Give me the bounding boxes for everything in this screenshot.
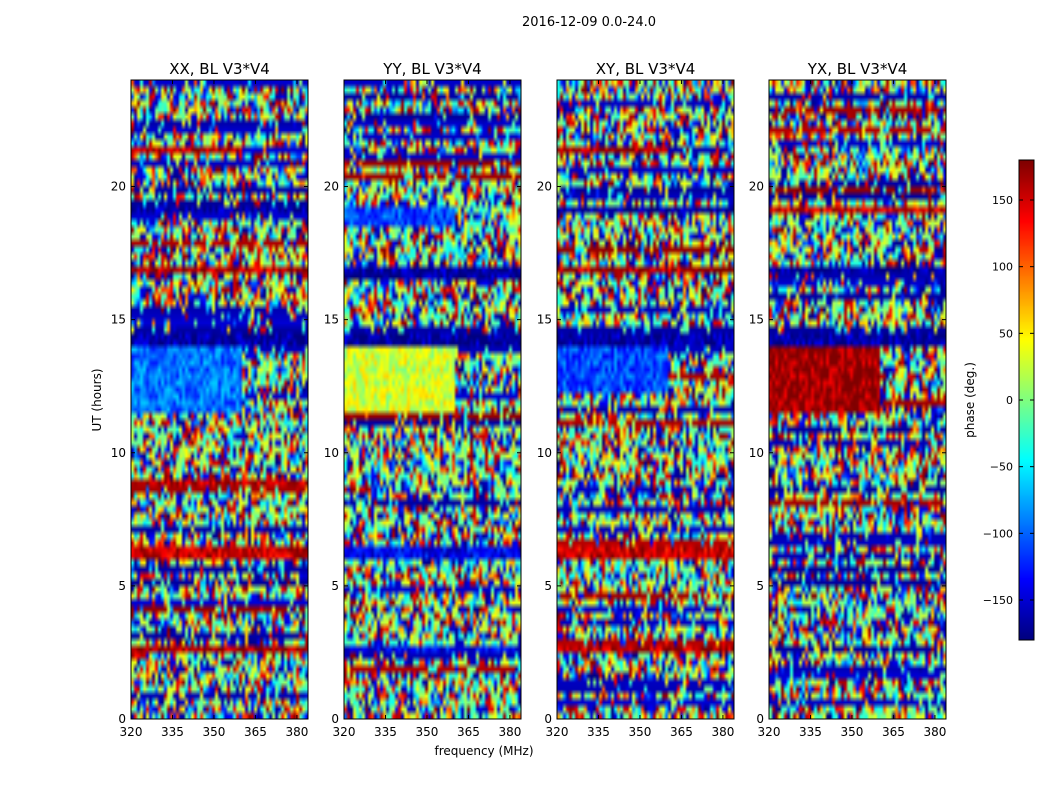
y-axis-label: UT (hours) bbox=[90, 368, 104, 431]
x-tick-label: 320 bbox=[120, 725, 143, 739]
colorbar-tick-label: 0 bbox=[1006, 394, 1013, 407]
panel-title: YX, BL V3*V4 bbox=[807, 60, 908, 78]
y-tick-label: 5 bbox=[331, 579, 339, 593]
x-tick-label: 350 bbox=[629, 725, 652, 739]
colorbar-tick-label: 100 bbox=[992, 261, 1013, 274]
phase-heatmap bbox=[557, 80, 734, 719]
x-tick-label: 335 bbox=[161, 725, 184, 739]
y-tick-label: 5 bbox=[756, 579, 764, 593]
y-tick-label: 10 bbox=[537, 446, 552, 460]
panel-3: XY, BL V3*V4 320 335 350 365 380 0 5 10 15 20 bbox=[537, 60, 735, 739]
plot-frame bbox=[556, 79, 735, 720]
y-tick-label: 0 bbox=[331, 712, 339, 726]
panel-title: XX, BL V3*V4 bbox=[169, 60, 270, 78]
phase-heatmap bbox=[344, 80, 521, 719]
phase-heatmap bbox=[131, 80, 308, 719]
y-tick-label: 20 bbox=[749, 180, 764, 194]
colorbar-tick-label: −150 bbox=[983, 594, 1013, 607]
y-tick-label: 20 bbox=[111, 180, 126, 194]
x-tick-label: 320 bbox=[546, 725, 569, 739]
plot-frame bbox=[130, 79, 309, 720]
y-tick-label: 10 bbox=[324, 446, 339, 460]
colorbar-tick-label: 150 bbox=[992, 194, 1013, 207]
x-tick-label: 380 bbox=[498, 725, 521, 739]
x-tick-label: 335 bbox=[799, 725, 822, 739]
panel-4: YX, BL V3*V4 320 335 350 365 380 0 5 10 15 20 bbox=[749, 60, 947, 739]
x-axis-label: frequency (MHz) bbox=[434, 744, 533, 758]
x-tick-label: 335 bbox=[587, 725, 610, 739]
y-tick-label: 10 bbox=[749, 446, 764, 460]
x-tick-label: 335 bbox=[374, 725, 397, 739]
x-tick-label: 365 bbox=[457, 725, 480, 739]
colorbar-label: phase (deg.) bbox=[963, 362, 977, 438]
panel-title: YY, BL V3*V4 bbox=[382, 60, 481, 78]
y-tick-label: 15 bbox=[537, 313, 552, 327]
x-tick-label: 380 bbox=[923, 725, 946, 739]
y-tick-label: 15 bbox=[111, 313, 126, 327]
x-tick-label: 365 bbox=[244, 725, 267, 739]
y-tick-label: 0 bbox=[756, 712, 764, 726]
y-tick-label: 5 bbox=[118, 579, 126, 593]
panel-1: XX, BL V3*V4 320 335 350 365 380 0 5 10 15 20 bbox=[111, 60, 309, 739]
x-tick-label: 350 bbox=[203, 725, 226, 739]
y-tick-label: 20 bbox=[537, 180, 552, 194]
colorbar-gradient bbox=[1019, 160, 1034, 640]
phase-heatmap bbox=[769, 80, 946, 719]
y-tick-label: 0 bbox=[118, 712, 126, 726]
plot-frame bbox=[343, 79, 522, 720]
panel-2: YY, BL V3*V4 320 335 350 365 380 0 5 10 15 20 bbox=[324, 60, 522, 739]
y-tick-label: 0 bbox=[544, 712, 552, 726]
colorbar-tick-label: 50 bbox=[999, 327, 1013, 340]
x-tick-label: 365 bbox=[670, 725, 693, 739]
panel-title: XY, BL V3*V4 bbox=[596, 60, 696, 78]
colorbar-tick-label: −50 bbox=[990, 461, 1013, 474]
y-tick-label: 15 bbox=[324, 313, 339, 327]
y-tick-label: 5 bbox=[544, 579, 552, 593]
x-tick-label: 380 bbox=[285, 725, 308, 739]
plot-frame bbox=[768, 79, 947, 720]
x-tick-label: 380 bbox=[711, 725, 734, 739]
colorbar: −150 −100 −50 0 50 100 150 bbox=[983, 159, 1035, 641]
x-tick-label: 350 bbox=[416, 725, 439, 739]
x-tick-label: 365 bbox=[882, 725, 905, 739]
x-tick-label: 320 bbox=[758, 725, 781, 739]
y-tick-label: 10 bbox=[111, 446, 126, 460]
figure-title: 2016-12-09 0.0-24.0 bbox=[522, 15, 656, 30]
x-tick-label: 320 bbox=[333, 725, 356, 739]
colorbar-tick-label: −100 bbox=[983, 527, 1013, 540]
x-tick-label: 350 bbox=[841, 725, 864, 739]
y-tick-label: 15 bbox=[749, 313, 764, 327]
y-tick-label: 20 bbox=[324, 180, 339, 194]
